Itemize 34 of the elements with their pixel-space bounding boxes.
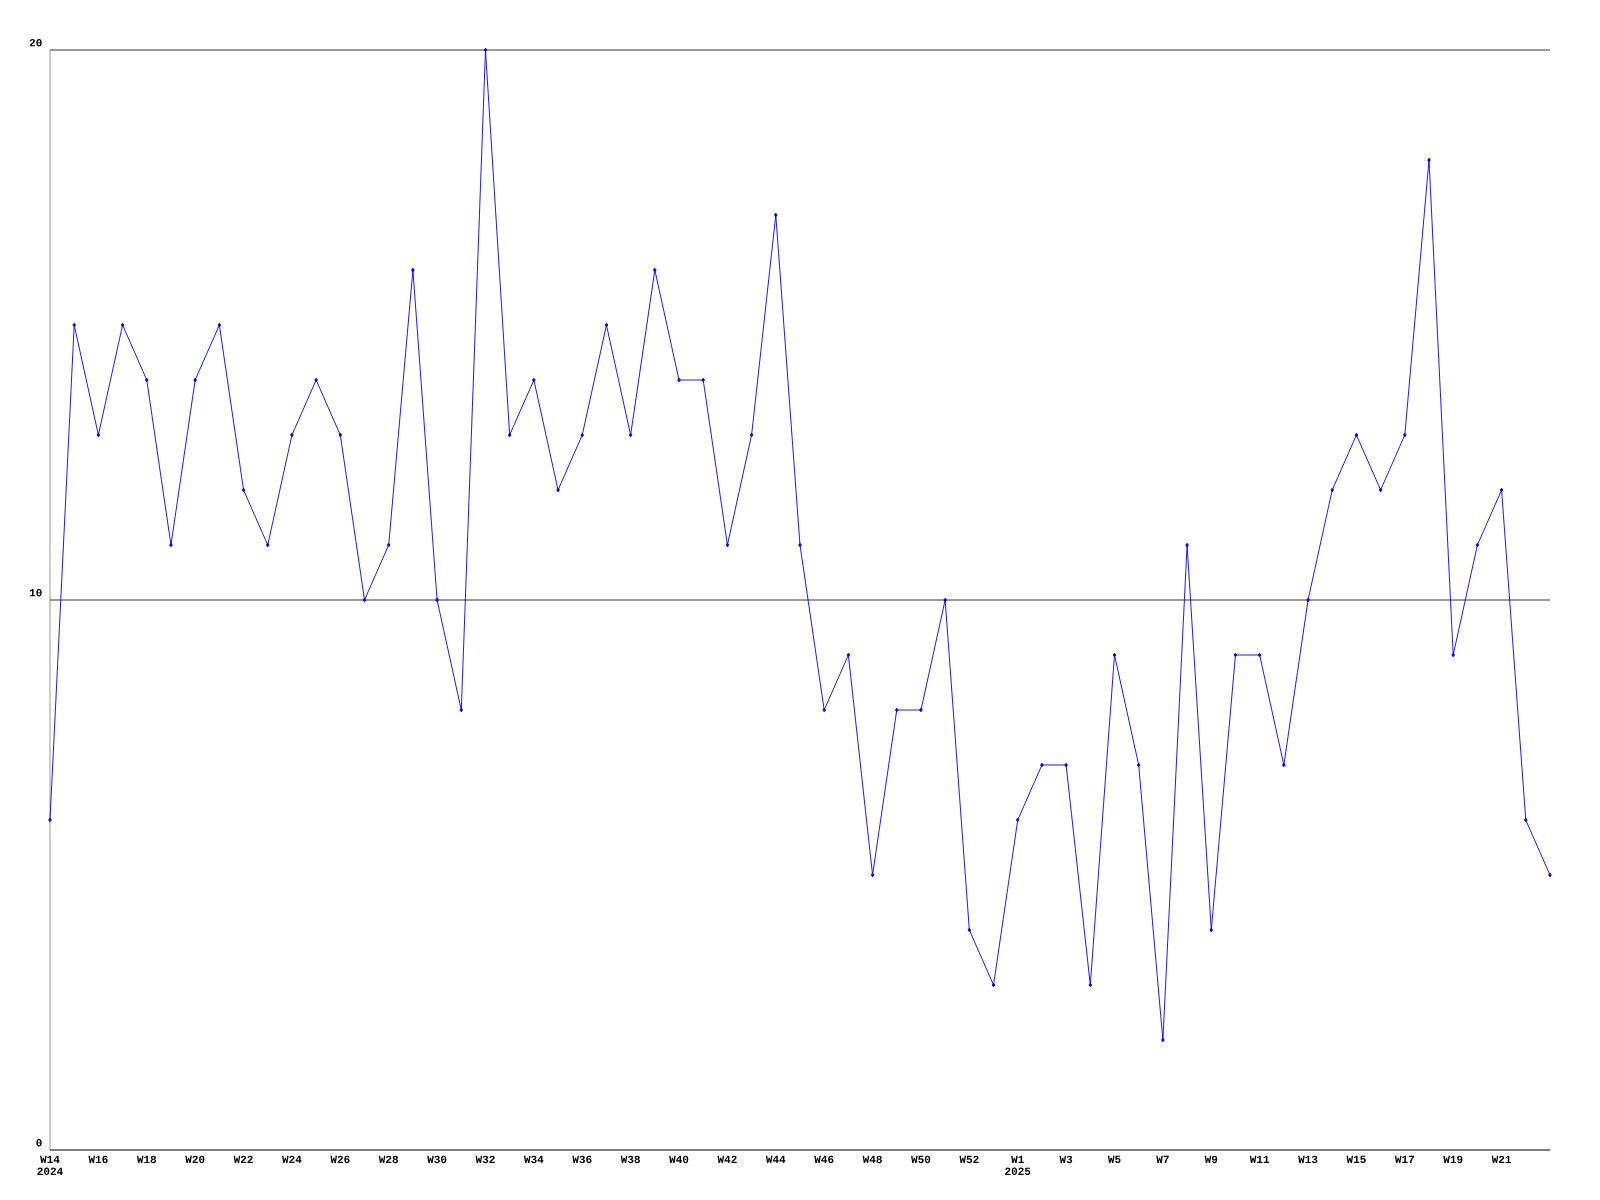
x-tick-label: W46 bbox=[814, 1155, 834, 1164]
y-tick-label: 20 bbox=[29, 39, 42, 47]
x-tick-label: W44 bbox=[765, 1155, 786, 1163]
x-tick-label: W9 bbox=[1204, 1155, 1218, 1164]
x-tick-label: W30 bbox=[427, 1155, 447, 1164]
x-tick-label: W3 bbox=[1059, 1155, 1073, 1164]
x-tick-label: W52 bbox=[959, 1155, 979, 1164]
x-tick-label: W21 bbox=[1491, 1155, 1512, 1164]
x-tick-label: W17 bbox=[1394, 1155, 1414, 1163]
x-tick-label: W1 2025 bbox=[1005, 1155, 1031, 1176]
y-tick-label: 0 bbox=[36, 1139, 42, 1147]
x-tick-label: W14 2024 bbox=[37, 1155, 63, 1176]
x-tick-label: W11 bbox=[1249, 1155, 1270, 1163]
x-tick-label: W32 bbox=[475, 1155, 495, 1164]
x-tick-label: W48 bbox=[862, 1155, 882, 1164]
x-tick-label: W13 bbox=[1298, 1155, 1318, 1164]
x-tick-label: W15 bbox=[1346, 1155, 1366, 1164]
x-tick-label: W36 bbox=[572, 1155, 592, 1164]
x-tick-label: W19 bbox=[1443, 1155, 1463, 1164]
x-tick-label: W24 bbox=[282, 1155, 302, 1164]
x-tick-label: W42 bbox=[717, 1155, 737, 1164]
x-tick-label: W7 bbox=[1156, 1155, 1169, 1163]
x-tick-label: W38 bbox=[620, 1155, 640, 1164]
y-tick-label: 10 bbox=[29, 589, 42, 597]
x-tick-label: W18 bbox=[136, 1155, 157, 1164]
x-tick-label: W28 bbox=[378, 1155, 399, 1164]
x-tick-label: W16 bbox=[88, 1155, 108, 1164]
x-tick-label: W26 bbox=[330, 1155, 350, 1164]
x-tick-label: W22 bbox=[233, 1155, 253, 1164]
x-tick-label: W34 bbox=[523, 1155, 544, 1164]
x-tick-label: W50 bbox=[911, 1155, 931, 1164]
x-tick-label: W40 bbox=[669, 1155, 689, 1164]
x-tick-label: W5 bbox=[1107, 1155, 1121, 1164]
x-tick-label: W20 bbox=[185, 1155, 205, 1164]
